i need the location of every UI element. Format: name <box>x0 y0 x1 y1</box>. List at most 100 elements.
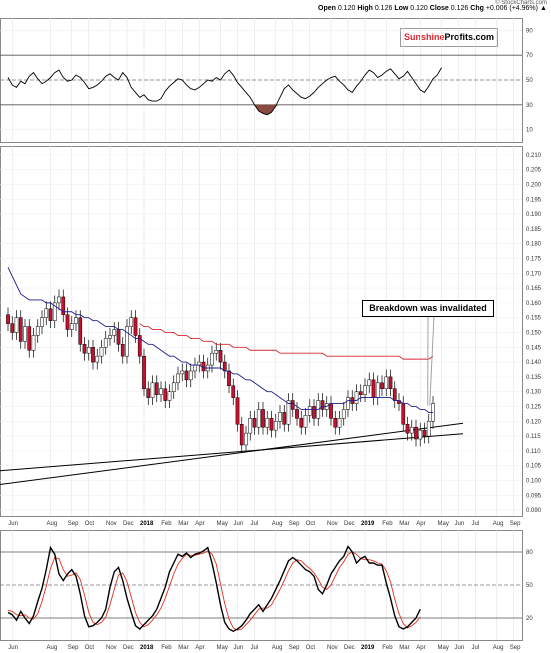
price-tick-label: 0.120 <box>526 419 542 425</box>
logo-part-2: Profits.com <box>444 32 495 42</box>
candle-body <box>227 370 231 387</box>
x-axis-label: Sep <box>510 645 521 651</box>
candle <box>239 416 244 453</box>
x-axis-label: Sep <box>68 645 79 651</box>
x-axis-label: Sep <box>510 521 521 527</box>
candle <box>201 354 206 379</box>
candle-body <box>261 409 265 428</box>
x-axis-label: Jul <box>472 645 480 651</box>
price-tick-label: 0.110 <box>526 449 541 455</box>
x-axis-label: Jul <box>251 521 259 527</box>
candle <box>248 410 253 441</box>
candle-body <box>218 349 223 363</box>
candle <box>197 354 202 373</box>
candle <box>65 307 70 337</box>
x-axis-label: Jul <box>472 521 480 527</box>
annotation-box: Breakdown was invalidated <box>362 300 494 317</box>
candle <box>401 396 406 432</box>
candle-body <box>244 432 248 446</box>
x-axis-label: Feb <box>382 521 393 527</box>
x-axis-label: Feb <box>161 645 172 651</box>
price-tick-label: 0.115 <box>526 434 541 440</box>
price-tick-label: 0.210 <box>526 153 542 159</box>
price-tick-label: 0.135 <box>526 375 542 381</box>
candle <box>363 378 367 403</box>
brand-logo: SunshineProfits.com <box>400 28 498 47</box>
candle-body <box>74 317 78 324</box>
price-tick-label: 0.175 <box>526 256 542 262</box>
candle <box>27 319 32 358</box>
price-tick-label: 0.100 <box>526 478 542 484</box>
price-tick-label: 0.155 <box>526 316 542 322</box>
candle-body <box>380 382 384 389</box>
candle-body <box>57 296 61 304</box>
candle <box>137 328 142 364</box>
candle <box>95 348 100 370</box>
candle-body <box>82 344 87 354</box>
candle-body <box>337 418 342 428</box>
price-tick-label: 0.140 <box>526 360 542 366</box>
candle-body <box>295 409 299 419</box>
candle-body <box>44 308 49 318</box>
candle-body <box>99 347 104 357</box>
candle-body <box>265 418 270 428</box>
candle-body <box>371 379 376 398</box>
stoch-k-line <box>7 545 421 632</box>
panel-frame-price <box>0 146 523 517</box>
candle <box>18 310 23 349</box>
candle-body <box>384 376 389 389</box>
candle <box>341 402 346 426</box>
candle-body <box>116 329 121 345</box>
low-label: Low <box>394 5 409 12</box>
candle-body <box>290 400 295 410</box>
x-axis-label: Sep <box>289 645 300 651</box>
candle <box>265 410 270 435</box>
candle-body <box>180 370 185 375</box>
x-axis-label: Jun <box>234 521 244 527</box>
rsi-tick-label: 50 <box>526 78 533 84</box>
candle <box>307 399 312 423</box>
candle <box>167 384 172 408</box>
x-axis-label: Apr <box>416 645 425 651</box>
candle-body <box>52 302 57 321</box>
x-axis-label: Dec <box>123 521 134 527</box>
candle-body <box>137 335 142 357</box>
candle <box>99 339 104 364</box>
price-tick-label: 0.200 <box>526 182 542 188</box>
candle-body <box>201 361 206 372</box>
ma-long-line <box>139 323 434 360</box>
candle <box>125 319 129 364</box>
candle <box>218 342 223 370</box>
candle-body <box>78 317 83 345</box>
candle <box>290 393 295 417</box>
candle <box>392 381 397 408</box>
candle <box>10 316 15 340</box>
candle-body <box>282 412 287 425</box>
candle-body <box>286 400 291 425</box>
candle <box>108 328 112 346</box>
candle <box>193 357 197 379</box>
candle <box>286 393 291 432</box>
candle <box>235 390 240 432</box>
candle <box>320 393 325 417</box>
candle-body <box>231 385 236 398</box>
candle-body <box>388 376 393 389</box>
chg-label: Chg <box>470 5 484 12</box>
price-tick-label: 0.170 <box>526 271 542 277</box>
candle <box>14 310 19 340</box>
close-value: 0.126 <box>450 5 469 12</box>
candle <box>405 416 410 441</box>
candle <box>426 413 431 444</box>
candle-body <box>40 317 44 327</box>
candle-body <box>367 379 372 387</box>
candle-body <box>171 382 176 392</box>
candle-body <box>239 423 244 446</box>
candle <box>384 369 389 397</box>
x-axis-label: Jun <box>8 645 18 651</box>
candle-body <box>18 317 23 342</box>
x-axis-label: Jun <box>234 645 244 651</box>
candle-body <box>256 409 261 428</box>
candle-body <box>159 388 163 395</box>
